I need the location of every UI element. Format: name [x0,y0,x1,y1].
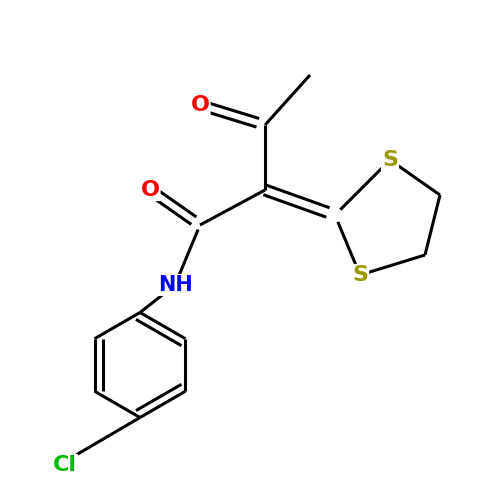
Text: O: O [140,180,160,200]
Text: O: O [190,95,210,115]
Text: NH: NH [158,275,192,295]
Text: S: S [352,265,368,285]
Text: S: S [382,150,398,170]
Text: Cl: Cl [53,455,77,475]
